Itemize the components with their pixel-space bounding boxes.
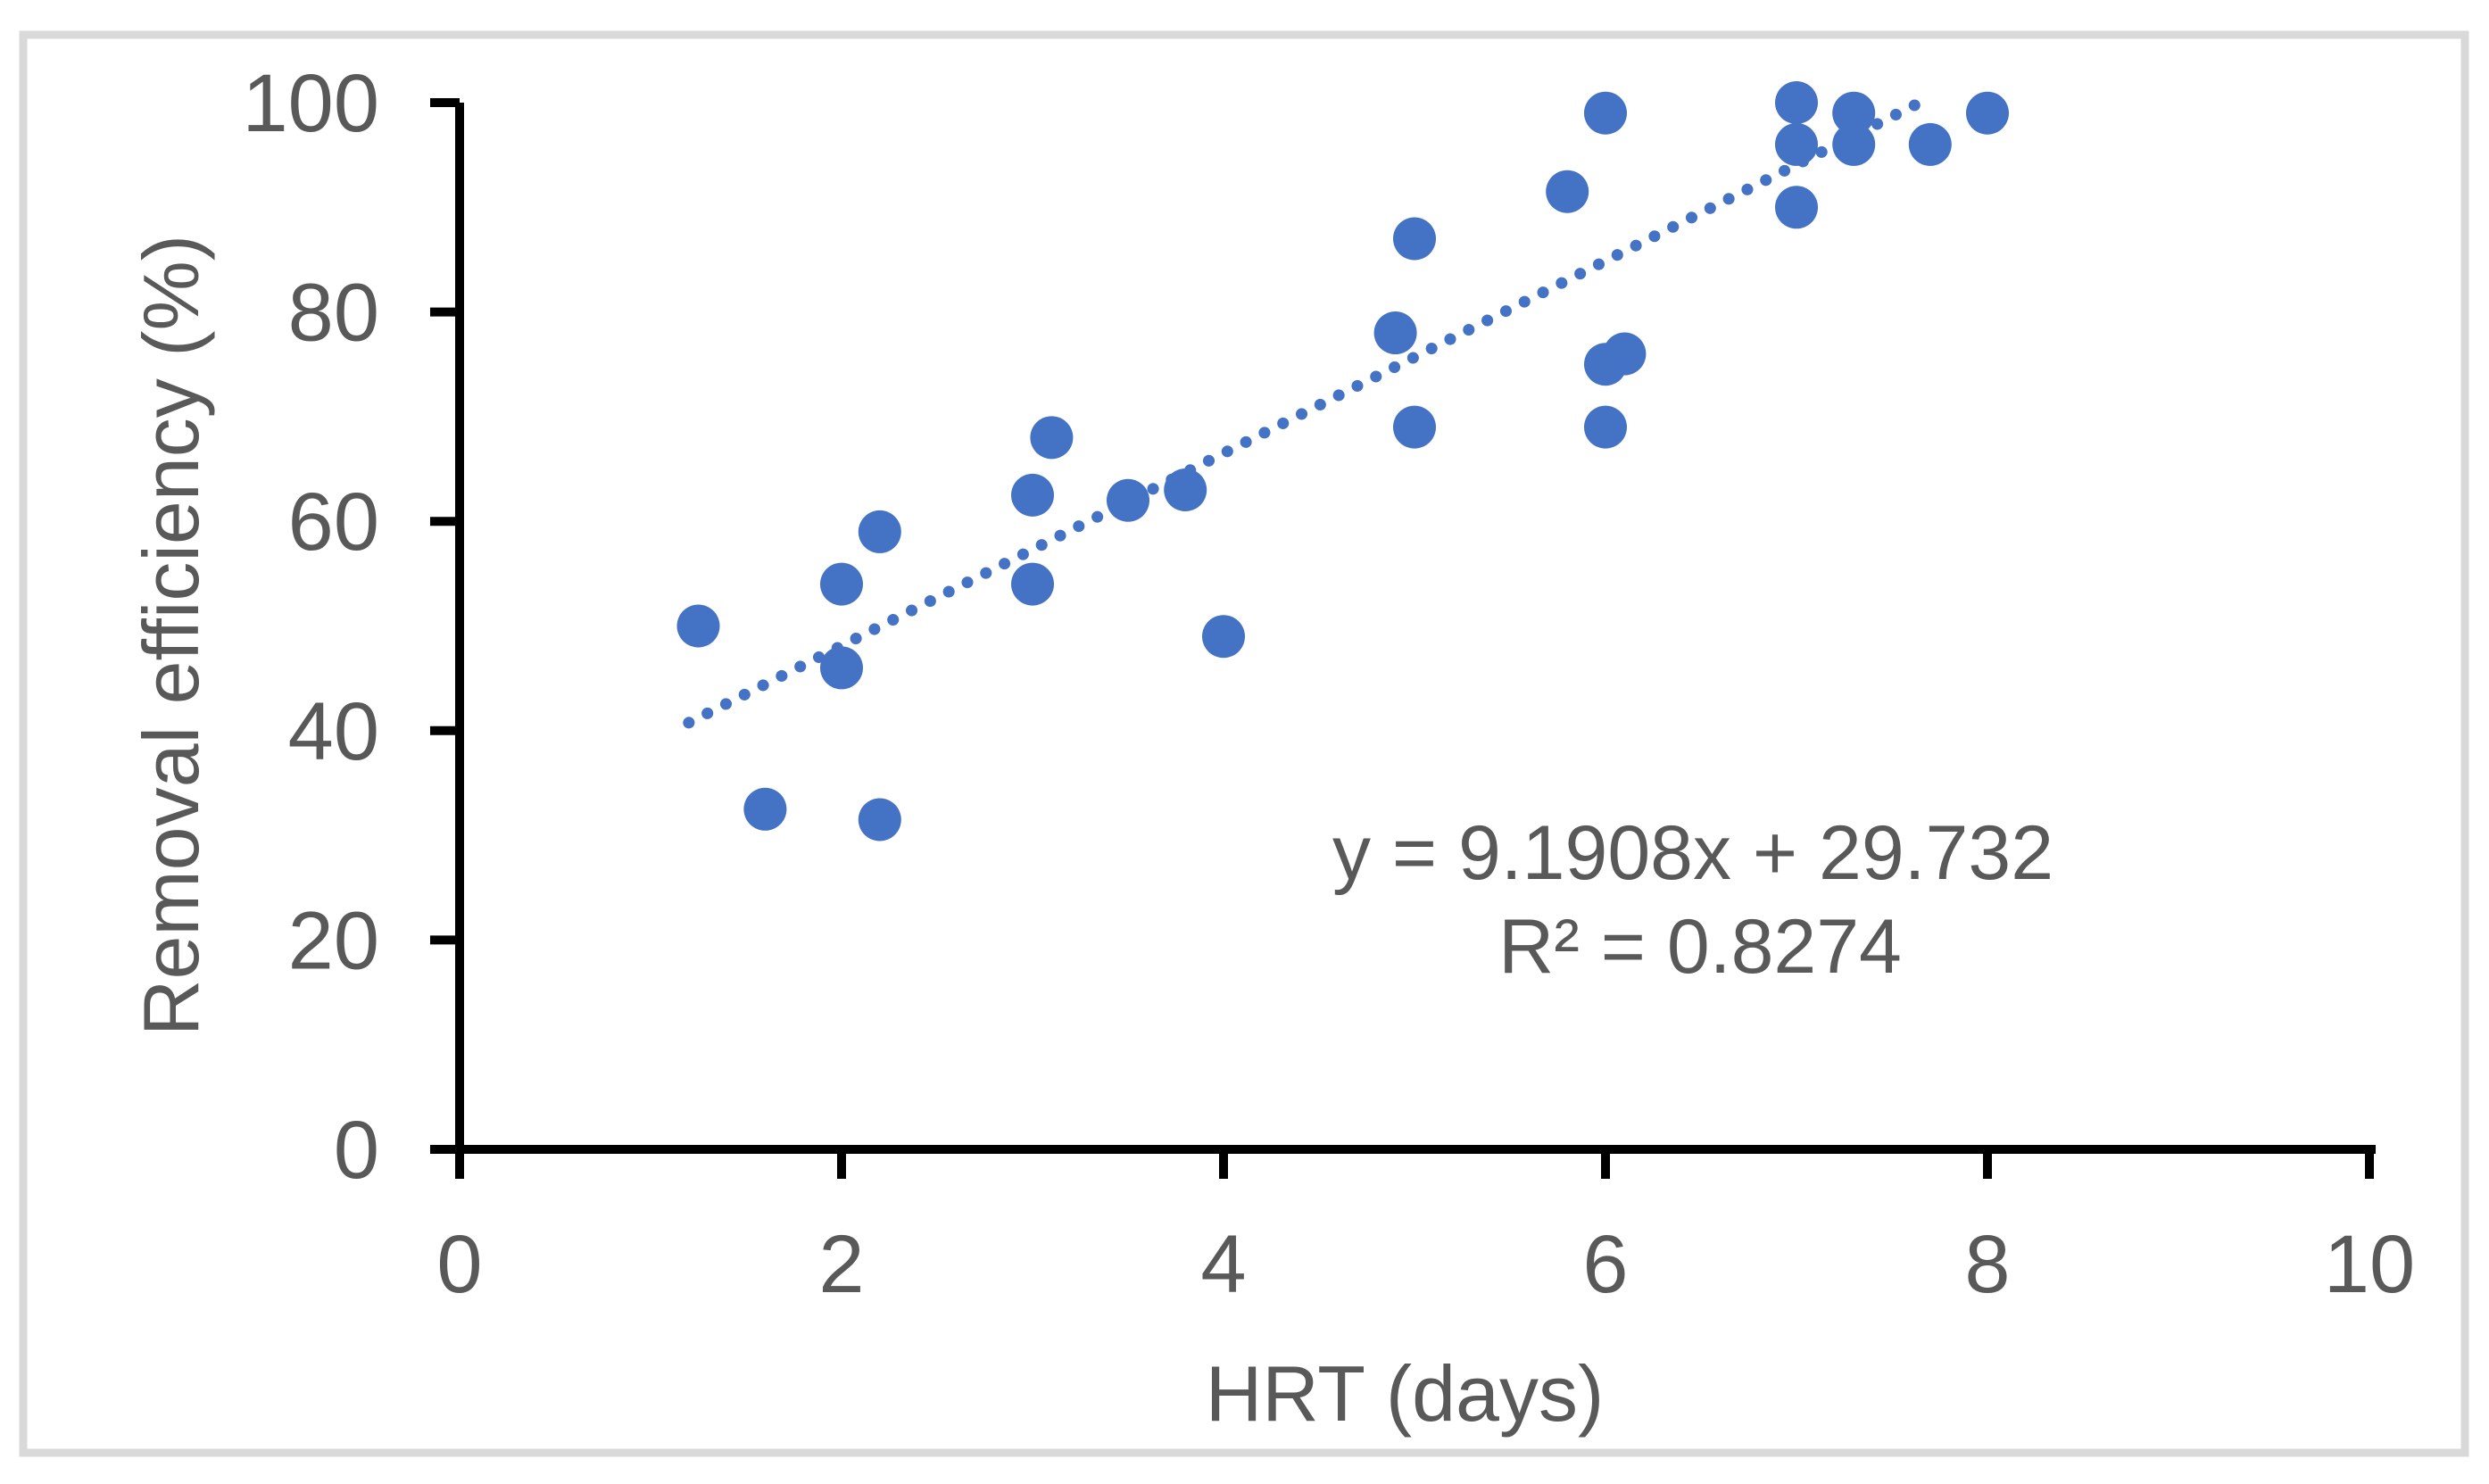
- chart-border: [19, 30, 2469, 1457]
- x-tick-label: 6: [1582, 1219, 1628, 1310]
- data-point: [1603, 332, 1647, 376]
- data-point: [1832, 91, 1876, 135]
- data-point: [1584, 91, 1627, 135]
- x-tick-label: 10: [2324, 1219, 2415, 1310]
- data-point: [1030, 416, 1074, 460]
- data-point: [676, 604, 720, 648]
- data-point: [820, 646, 863, 690]
- trendline: [683, 99, 1921, 729]
- data-point: [820, 562, 863, 606]
- data-point: [1584, 405, 1627, 449]
- data-point: [1107, 478, 1149, 522]
- data-point: [1546, 170, 1589, 213]
- y-tick-label: 0: [334, 1105, 379, 1196]
- x-tick-label: 2: [818, 1219, 864, 1310]
- y-tick-label: 80: [288, 268, 379, 359]
- y-tick-label: 100: [243, 58, 380, 149]
- x-tick-label: 0: [436, 1219, 482, 1310]
- x-tick-label: 8: [1964, 1219, 2010, 1310]
- data-point: [858, 798, 901, 841]
- trendline-equation-label: y = 9.1908x + 29.732: [1332, 810, 2053, 896]
- y-tick-label: 40: [288, 686, 379, 777]
- data-point: [1966, 91, 2009, 135]
- data-point: [1011, 473, 1054, 517]
- r-squared-label: R² = 0.8274: [1498, 904, 1902, 990]
- data-point: [1775, 186, 1818, 229]
- data-point: [1164, 468, 1207, 512]
- y-tick-label: 20: [288, 895, 379, 986]
- x-axis-title: HRT (days): [1206, 1349, 1605, 1438]
- y-axis-title: Removal efficiency (%): [127, 235, 215, 1036]
- data-point: [743, 787, 787, 831]
- y-tick-label: 60: [288, 477, 379, 568]
- data-point: [1908, 122, 1952, 166]
- data-point: [858, 510, 901, 553]
- data-point: [1011, 562, 1054, 606]
- data-point: [1393, 405, 1436, 449]
- data-point: [1832, 122, 1876, 166]
- data-point: [1373, 311, 1417, 355]
- data-point: [1775, 122, 1818, 166]
- data-point: [1393, 217, 1436, 261]
- x-tick-label: 4: [1200, 1219, 1246, 1310]
- data-points: [676, 81, 2009, 841]
- data-point: [1775, 81, 1818, 124]
- data-point: [1202, 615, 1245, 659]
- trendline-dotted: [683, 99, 1921, 729]
